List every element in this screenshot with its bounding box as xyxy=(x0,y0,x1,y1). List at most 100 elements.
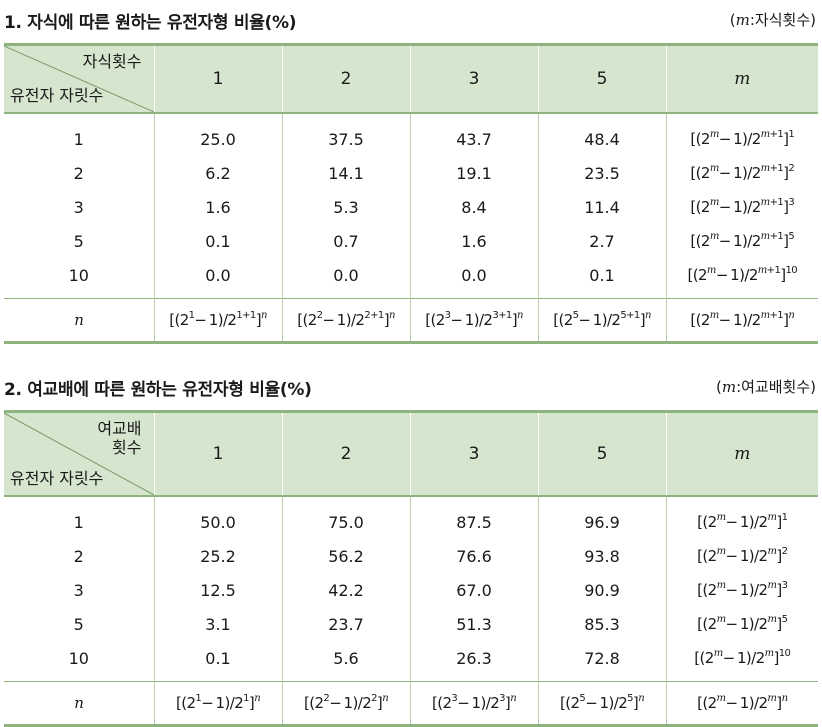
variable: m xyxy=(760,163,770,174)
superscript: 5 xyxy=(572,310,579,321)
formula-cell: [(2m− 1)/2m]3 xyxy=(665,573,818,607)
row-label: 5 xyxy=(73,231,84,251)
superscript: m xyxy=(767,546,776,557)
table-row: 2 6.2 14.1 19.1 23.5 [(2m− 1)/2m+1]2 xyxy=(4,156,818,190)
formula-cell: [(2m− 1)/2m+1]10 xyxy=(665,258,818,299)
table1-title: 1. 자식에 따른 원하는 유전자형 비율(%) xyxy=(4,13,297,33)
data-cell: 0.0 xyxy=(153,258,282,299)
superscript: n xyxy=(382,693,388,704)
row-label: 10 xyxy=(68,265,89,285)
data-cell: 50.0 xyxy=(153,496,282,539)
variable: n xyxy=(516,310,523,321)
table2-corner-top-2: 횟수 xyxy=(112,438,142,457)
data-cell: 1.6 xyxy=(409,224,538,258)
data-cell: 23.5 xyxy=(537,156,666,190)
superscript: 2 xyxy=(323,693,330,704)
variable: m xyxy=(760,310,770,321)
variable: m xyxy=(716,580,726,591)
superscript: 10 xyxy=(785,265,798,276)
variable: m xyxy=(767,512,777,523)
data-cell: 96.9 xyxy=(537,496,666,539)
table2-note-var: m xyxy=(721,378,737,396)
data-cell: 25.2 xyxy=(153,539,282,573)
variable: m xyxy=(713,648,723,659)
superscript: m xyxy=(767,512,776,523)
superscript: 1 xyxy=(188,310,195,321)
superscript: m xyxy=(714,648,723,659)
data-cell: 42.2 xyxy=(281,573,410,607)
formula-cell: [(2m− 1)/2m+1]3 xyxy=(665,190,818,224)
superscript: m+1 xyxy=(757,265,781,276)
table1-col-header-m: m xyxy=(665,44,818,113)
superscript: m xyxy=(710,231,719,242)
table-row: 5 0.1 0.7 1.6 2.7 [(2m− 1)/2m+1]5 xyxy=(4,224,818,258)
table1-col-header: 3 xyxy=(409,44,538,113)
table-row: 10 0.1 5.6 26.3 72.8 [(2m− 1)/2m]10 xyxy=(4,641,818,682)
superscript: m xyxy=(767,614,776,625)
superscript: 1 xyxy=(243,693,249,704)
variable: n xyxy=(388,310,395,321)
data-cell: 5.6 xyxy=(281,641,410,682)
data-cell: 26.3 xyxy=(409,641,538,682)
superscript: 2 xyxy=(781,546,788,557)
variable: m xyxy=(716,512,726,523)
data-cell: 48.4 xyxy=(537,113,666,156)
n-row-label: n xyxy=(4,681,154,726)
superscript: m xyxy=(717,580,726,591)
superscript: 1 xyxy=(781,512,788,523)
n-formula-cell: [(21− 1)/21+1]n xyxy=(153,298,282,343)
n-row: n [(21− 1)/21+1]n [(22− 1)/22+1]n [(23− 1)/… xyxy=(4,298,818,343)
data-cell: 2.7 xyxy=(537,224,666,258)
n-formula-cell: [(21− 1)/21]n xyxy=(153,681,282,726)
variable: m xyxy=(757,265,767,276)
n-formula-cell-m: [(2m− 1)/2m]n xyxy=(665,681,818,726)
variable: m xyxy=(709,231,719,242)
superscript: 2+1 xyxy=(364,310,384,321)
superscript: n xyxy=(261,310,267,321)
variable: m xyxy=(709,163,719,174)
variable: m xyxy=(767,693,777,704)
table1: 자식횟수 유전자 자릿수 1 2 3 5 m 1 25.0 37.5 43.7 48.4… xyxy=(4,43,818,344)
row-label: 3 xyxy=(73,197,84,217)
table2-title: 2. 여교배에 따른 원하는 유전자형 비율(%) xyxy=(4,380,312,400)
variable: m xyxy=(767,580,777,591)
superscript: 3 xyxy=(788,197,795,208)
superscript: n xyxy=(254,693,260,704)
data-cell: 0.0 xyxy=(409,258,538,299)
variable: n xyxy=(638,693,645,704)
data-cell: 0.1 xyxy=(537,258,666,299)
table1-note-var: m xyxy=(735,11,750,29)
formula-cell: [(2m− 1)/2m]1 xyxy=(665,496,818,539)
superscript: m+1 xyxy=(760,163,784,174)
table1-col-header: 5 xyxy=(537,44,666,113)
table1-col-header: 2 xyxy=(281,44,410,113)
table1-corner-bottom: 유전자 자릿수 xyxy=(10,86,104,105)
data-cell: 19.1 xyxy=(409,156,538,190)
variable: m xyxy=(767,546,777,557)
n-formula-cell: [(23− 1)/23+1]n xyxy=(409,298,538,343)
data-cell: 90.9 xyxy=(537,573,666,607)
data-cell: 11.4 xyxy=(537,190,666,224)
superscript: 1 xyxy=(788,129,795,140)
data-cell: 51.3 xyxy=(409,607,538,641)
table1-corner-cell: 자식횟수 유전자 자릿수 xyxy=(4,45,154,114)
superscript: m xyxy=(765,648,774,659)
row-label: 2 xyxy=(73,163,84,183)
table2-header-row: 여교배 횟수 유전자 자릿수 1 2 3 5 m xyxy=(4,411,818,496)
table-row: 1 50.0 75.0 87.5 96.9 [(2m− 1)/2m]1 xyxy=(4,496,818,539)
variable: m xyxy=(764,648,774,659)
variable: m xyxy=(716,614,726,625)
data-cell: 23.7 xyxy=(281,607,410,641)
table-row: 3 12.5 42.2 67.0 90.9 [(2m− 1)/2m]3 xyxy=(4,573,818,607)
table1-note-text: :자식횟수 xyxy=(749,11,811,29)
superscript: 3 xyxy=(444,310,451,321)
n-formula-cell: [(22− 1)/22]n xyxy=(281,681,410,726)
variable: n xyxy=(781,693,788,704)
table-row: 3 1.6 5.3 8.4 11.4 [(2m− 1)/2m+1]3 xyxy=(4,190,818,224)
data-cell: 72.8 xyxy=(537,641,666,682)
data-cell: 87.5 xyxy=(409,496,538,539)
superscript: n xyxy=(788,310,794,321)
table-row: 1 25.0 37.5 43.7 48.4 [(2m− 1)/2m+1]1 xyxy=(4,113,818,156)
data-cell: 1.6 xyxy=(153,190,282,224)
table2-col-header: 5 xyxy=(537,411,666,496)
